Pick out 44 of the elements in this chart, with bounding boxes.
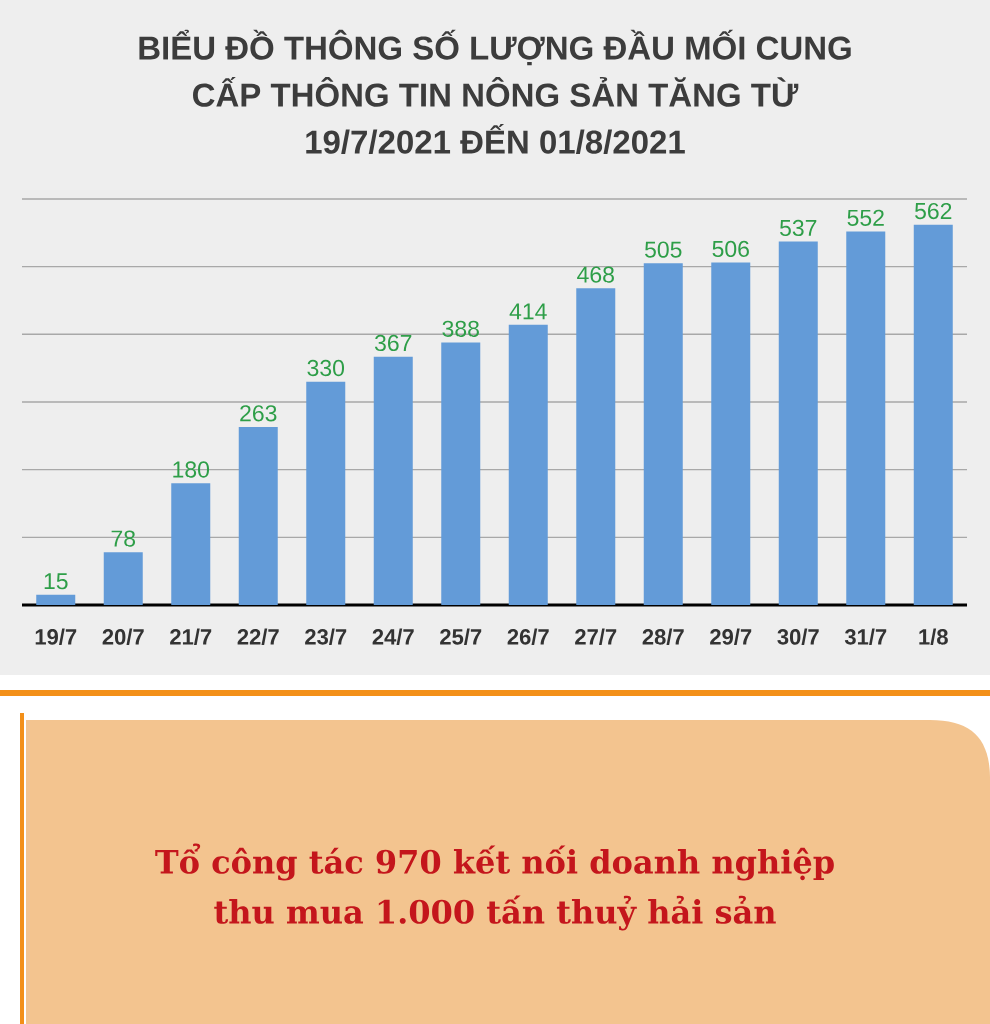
bar: [508, 324, 548, 605]
data-label: 505: [645, 241, 682, 258]
x-tick-label: 20/7: [102, 628, 144, 645]
bar: [441, 342, 481, 605]
x-tick-label: 26/7: [507, 628, 549, 645]
data-label: 414: [509, 303, 547, 320]
data-label: 468: [577, 266, 614, 283]
bar: [373, 356, 413, 605]
bar: [306, 381, 346, 605]
x-tick-label: 1/8: [919, 628, 948, 645]
bar: [576, 288, 616, 605]
bar: [36, 594, 76, 605]
x-tick-label: 30/7: [777, 628, 819, 645]
x-tick-label: 24/7: [372, 628, 414, 645]
data-label: 537: [780, 219, 817, 237]
data-label: 388: [442, 320, 479, 337]
bar: [643, 263, 683, 605]
x-tick-label: 29/7: [710, 628, 752, 645]
data-label: 367: [374, 334, 412, 352]
x-tick-label: 31/7: [844, 628, 887, 645]
bar: [103, 552, 143, 605]
x-tick-label: 27/7: [575, 628, 617, 645]
bar: [711, 262, 751, 605]
bar: [846, 231, 886, 605]
bar: [238, 427, 278, 605]
x-tick-label: 19/7: [35, 628, 77, 645]
chart-title: BIỂU ĐỒ THÔNG SỐ LƯỢNG ĐẦU MỐI CUNG CẤP THÔNG TIN NÔNG SẢN TĂNG TỪ 19/7/2021 ĐẾN 01/8/2021: [139, 29, 851, 155]
x-tick-label: 22/7: [237, 628, 279, 645]
x-tick-label: 21/7: [170, 628, 212, 645]
data-label: 78: [111, 530, 136, 547]
x-tick-label: 25/7: [440, 628, 482, 645]
data-label: 330: [307, 359, 345, 377]
data-label: 15: [44, 573, 68, 590]
bar: [913, 224, 953, 605]
text: Tổ công tác 970 kết nối doanh nghiệp thu mua 1.000 tấn thuỷ hải sản: [155, 843, 834, 931]
data-label: 562: [915, 202, 952, 220]
data-label: 552: [847, 209, 884, 226]
x-tick-label: 23/7: [305, 628, 347, 645]
data-label: 506: [712, 240, 749, 258]
bar: [778, 241, 818, 605]
data-label: 180: [173, 461, 210, 478]
x-tick-label: 28/7: [642, 628, 684, 645]
data-label: 263: [240, 405, 277, 422]
bar: [171, 483, 211, 605]
